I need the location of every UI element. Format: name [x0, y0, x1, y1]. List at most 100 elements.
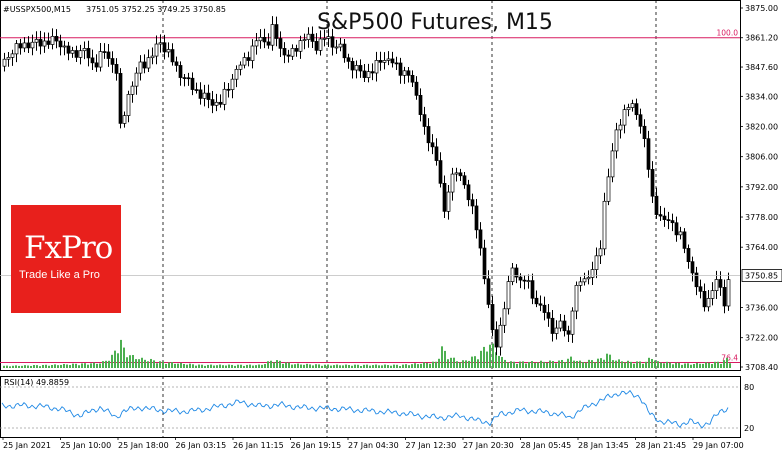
volume-bar [81, 363, 83, 368]
candle-bull [258, 37, 263, 42]
candle-bull [298, 40, 303, 52]
candle-bull [62, 45, 67, 48]
volume-bar [420, 363, 422, 368]
logo-tagline: Trade Like a Pro [19, 269, 100, 281]
price-tick-label: 3806.00 [745, 153, 778, 162]
volume-bar [156, 363, 158, 368]
candle-bull [222, 88, 227, 105]
volume-bar [555, 363, 557, 368]
volume-bar [150, 358, 152, 368]
candle-bear [114, 64, 119, 74]
volume-bar [99, 363, 101, 368]
volume-bar [279, 360, 281, 368]
volume-bar [363, 364, 365, 368]
volume-bar [522, 361, 524, 368]
candle-bear [394, 62, 399, 65]
volume-bar [330, 365, 332, 368]
volume-bar [597, 358, 599, 368]
volume-bar [507, 362, 509, 368]
price-tick-label: 3834.00 [745, 92, 778, 101]
candle-bear [530, 280, 535, 299]
candle-bear [422, 114, 427, 127]
candle-bear [346, 57, 351, 62]
rsi-line [1, 389, 729, 429]
volume-bar [354, 364, 356, 368]
volume-bar [462, 360, 464, 368]
candle-bull [454, 172, 459, 175]
candle-bear [86, 48, 91, 59]
volume-bar [96, 363, 98, 368]
volume-bar [63, 363, 65, 368]
volume-bar [324, 364, 326, 368]
candle-bear [94, 62, 99, 68]
candle-bull [502, 308, 507, 326]
candle-bull [706, 298, 711, 308]
time-tick-label: 27 Jan 04:30 [348, 441, 399, 450]
volume-bar [312, 365, 314, 368]
candle-bear [58, 40, 63, 48]
candle-bull [498, 324, 503, 348]
volume-bar [120, 339, 122, 368]
volume-bar [177, 363, 179, 368]
volume-bar [564, 362, 566, 368]
volume-bar [114, 350, 116, 368]
frame-layer [0, 0, 741, 438]
volume-bar [708, 362, 710, 368]
volume-bar [378, 365, 380, 368]
volume-bar [42, 364, 44, 368]
volume-bar [219, 364, 221, 368]
volume-bar [399, 366, 401, 368]
candle-bear [698, 286, 703, 292]
volume-bar [711, 364, 713, 368]
candle-bear [286, 54, 291, 57]
candle-bear [702, 291, 707, 308]
current-price-box [741, 269, 782, 282]
candle-bear [518, 276, 523, 281]
volume-bar [600, 358, 602, 368]
volume-bar [429, 363, 431, 368]
volume-bar [441, 346, 443, 368]
volume-bar [153, 360, 155, 368]
candle-bull [146, 57, 151, 69]
volume-bar [456, 361, 458, 368]
candle-bull [590, 269, 595, 278]
candle-bear [170, 49, 175, 63]
candle-bear [682, 231, 687, 249]
volume-bar [504, 359, 506, 368]
candle-bear [362, 70, 367, 78]
volume-bar [516, 363, 518, 368]
fib-level-label: 76.4 [721, 353, 738, 362]
volume-bar [654, 360, 656, 368]
candle-bear [482, 247, 487, 280]
volume-bar [486, 351, 488, 368]
volume-bar [591, 360, 593, 368]
price-tick-label: 3861.20 [745, 34, 778, 43]
candle-bull [578, 281, 583, 286]
volume-bar [27, 365, 29, 368]
candle-bull [678, 231, 683, 236]
volume-bar [531, 361, 533, 368]
volume-bar [561, 359, 563, 368]
volume-bar [345, 364, 347, 368]
volume-bar [93, 362, 95, 368]
volume-bar [228, 364, 230, 368]
volume-bar [336, 364, 338, 368]
volume-bar [234, 365, 236, 368]
volume-bar [675, 362, 677, 368]
candle-bear [654, 195, 659, 215]
candle-bull [134, 72, 139, 87]
candle-bear [38, 39, 43, 47]
volume-bar [693, 364, 695, 368]
volume-bar [258, 364, 260, 368]
volume-bar [720, 363, 722, 368]
volume-bar [567, 358, 569, 368]
volume-bar [231, 364, 233, 368]
candle-bear [686, 248, 691, 263]
candle-bear [190, 77, 195, 90]
candle-bear [470, 199, 475, 207]
volume-bar [162, 361, 164, 368]
candle-bull [250, 45, 255, 61]
time-tick-label: 27 Jan 12:30 [406, 441, 457, 450]
volume-bar [297, 363, 299, 368]
